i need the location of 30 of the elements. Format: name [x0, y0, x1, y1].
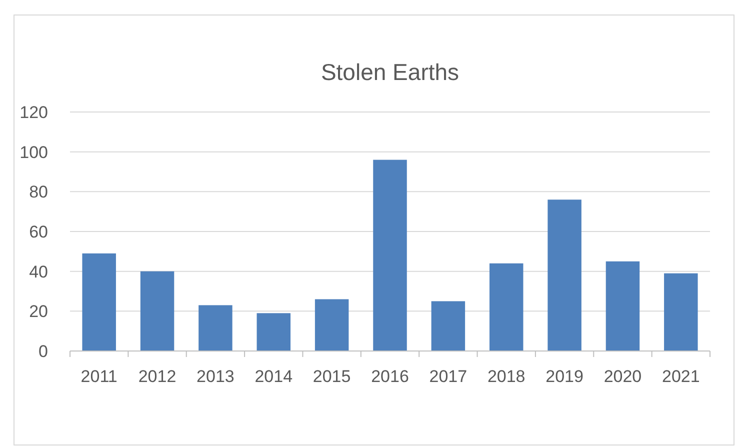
- y-tick-label: 20: [29, 302, 48, 322]
- x-tick-label: 2015: [312, 367, 351, 386]
- x-tick-label: 2013: [196, 367, 234, 386]
- x-tick-label: 2020: [604, 367, 642, 386]
- bar: [198, 305, 232, 351]
- bar: [548, 200, 582, 351]
- x-tick-label: 2018: [487, 367, 526, 386]
- x-tick-label: 2014: [254, 367, 293, 386]
- y-tick-label: 60: [29, 222, 48, 242]
- bar: [140, 271, 174, 351]
- y-tick-label: 0: [38, 342, 48, 361]
- bar: [431, 301, 466, 351]
- y-tick-label: 80: [29, 182, 48, 202]
- x-tick-label: 2016: [371, 367, 409, 386]
- x-tick-label: 2011: [80, 367, 118, 386]
- bar: [82, 253, 116, 351]
- bar: [373, 160, 407, 351]
- y-tick-label: 40: [29, 262, 48, 282]
- bar: [606, 261, 640, 351]
- bar: [664, 273, 698, 351]
- bar: [489, 263, 524, 351]
- x-tick-label: 2019: [546, 367, 584, 386]
- bar: [314, 299, 349, 351]
- x-tick-label: 2012: [138, 367, 176, 386]
- bar: [256, 313, 291, 351]
- x-tick-label: 2021: [662, 367, 700, 386]
- x-tick-label: 2017: [429, 367, 468, 386]
- chart-title: Stolen Earths: [320, 59, 460, 85]
- y-tick-label: 100: [20, 142, 48, 162]
- y-tick-label: 120: [20, 102, 48, 122]
